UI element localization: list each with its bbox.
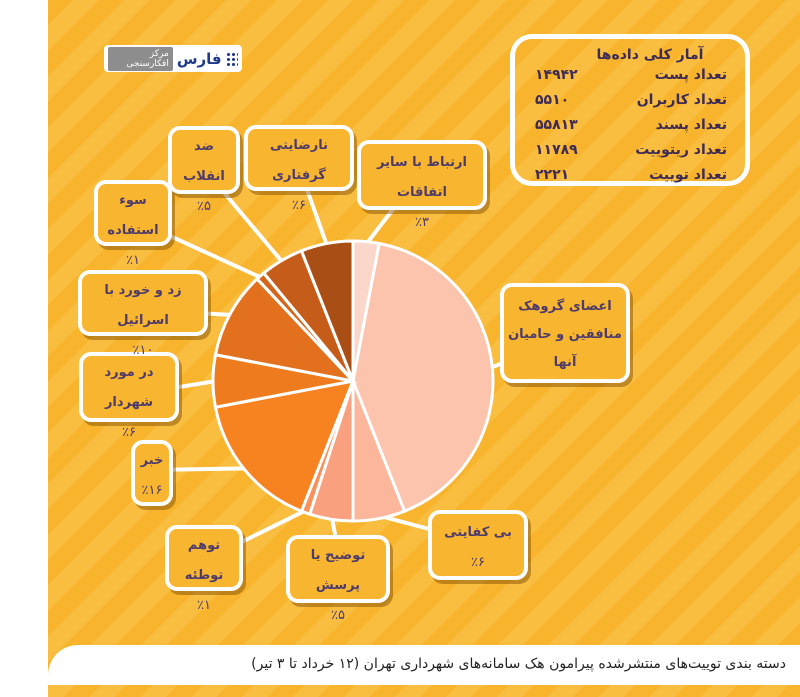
label-box-7: زد و خورد با اسرائیل ٪۱۰ xyxy=(78,270,208,358)
slice-label: ارتباط با سایر اتفاقات xyxy=(377,155,467,200)
slice-pct: ٪۶ xyxy=(471,555,485,570)
stat-row: تعداد کاربران ۵۵۱۰ xyxy=(515,88,745,113)
slice-label: اعضای گروهک منافقین و حامیان آنها xyxy=(508,299,622,370)
slice-label: خبر xyxy=(140,453,164,468)
logo-tag: مرکز افکارسنجی xyxy=(108,46,173,71)
label-box-9: ضد انقلاب ٪۵ xyxy=(168,126,240,214)
caption: دسته بندی توییت‌های منتشرشده پیرامون هک … xyxy=(48,645,800,685)
logo-grid-icon xyxy=(225,51,238,66)
slice-label: توضیح یا پرسش xyxy=(310,548,366,593)
slice-pct: ٪۱۰ xyxy=(132,343,154,358)
pie-slice-10 xyxy=(299,239,355,382)
logo-name: فارس xyxy=(176,49,222,68)
stat-row: تعداد ریتوییت ۱۱۷۸۹ xyxy=(515,138,745,163)
pie-slice-5 xyxy=(213,379,356,514)
slice-pct: ٪۱ xyxy=(126,253,140,268)
slice-pct: ٪۶ xyxy=(292,198,306,213)
slice-label: در مورد شهردار xyxy=(104,365,154,410)
stat-row: تعداد پست ۱۴۹۴۲ xyxy=(515,63,745,88)
label-box-10: نارضایتی گرفتاری ٪۶ xyxy=(244,125,354,213)
slice-label: بی کفایتی xyxy=(444,525,512,540)
slice-pct: ٪۶ xyxy=(122,425,136,440)
stat-row: تعداد توییت ۲۲۲۱ xyxy=(515,163,745,188)
label-box-3: توضیح یا پرسش ٪۵ xyxy=(286,535,390,623)
stat-value: ۲۲۲۱ xyxy=(535,167,570,183)
slice-pct: ٪۱۶ xyxy=(141,483,163,498)
slice-pct: ٪۳ xyxy=(415,215,429,230)
label-box-0: ارتباط با سایر اتفاقات ٪۳ xyxy=(357,140,487,230)
label-box-8: سوء استفاده ٪۱ xyxy=(94,180,172,268)
fars-logo: مرکز افکارسنجی فارس xyxy=(104,45,242,72)
pie-slice-7 xyxy=(213,276,358,384)
stat-label: تعداد پست xyxy=(654,67,727,83)
slice-pct: ٪۵ xyxy=(197,199,211,214)
slice-label: زد و خورد با اسرائیل xyxy=(104,283,182,328)
slice-label: نارضایتی گرفتاری xyxy=(269,138,329,183)
slice-pct: ٪۱ xyxy=(197,598,211,613)
stats-title: آمار کلی داده‌ها xyxy=(596,47,704,63)
label-box-2: بی کفایتی ٪۶ xyxy=(428,510,528,580)
stat-label: تعداد توییت xyxy=(649,167,727,183)
stats-box: آمار کلی داده‌ها تعداد پست ۱۴۹۴۲ تعداد کا… xyxy=(510,34,750,186)
stat-label: تعداد کاربران xyxy=(636,92,727,108)
label-box-5: خبر ٪۱۶ xyxy=(131,440,173,506)
stat-label: تعداد ریتوییت xyxy=(635,142,727,158)
label-box-4: توهم توطئه ٪۱ xyxy=(165,525,243,613)
stat-row: تعداد پسند ۵۵۸۱۳ xyxy=(515,113,745,138)
slice-label: سوء استفاده xyxy=(107,193,159,238)
stat-value: ۱۴۹۴۲ xyxy=(535,67,578,83)
slice-label: توهم توطئه xyxy=(184,538,224,583)
stat-value: ۱۱۷۸۹ xyxy=(535,142,578,158)
slice-label: ضد انقلاب xyxy=(183,139,225,184)
pie-slice-1 xyxy=(351,241,495,514)
stat-value: ۵۵۸۱۳ xyxy=(535,117,578,133)
stat-value: ۵۵۱۰ xyxy=(535,92,570,108)
stat-label: تعداد پسند xyxy=(655,117,727,133)
slice-pct: ٪۵ xyxy=(331,608,345,623)
label-box-6: در مورد شهردار ٪۶ xyxy=(79,352,179,440)
label-box-1: اعضای گروهک منافقین و حامیان آنها xyxy=(500,283,630,383)
